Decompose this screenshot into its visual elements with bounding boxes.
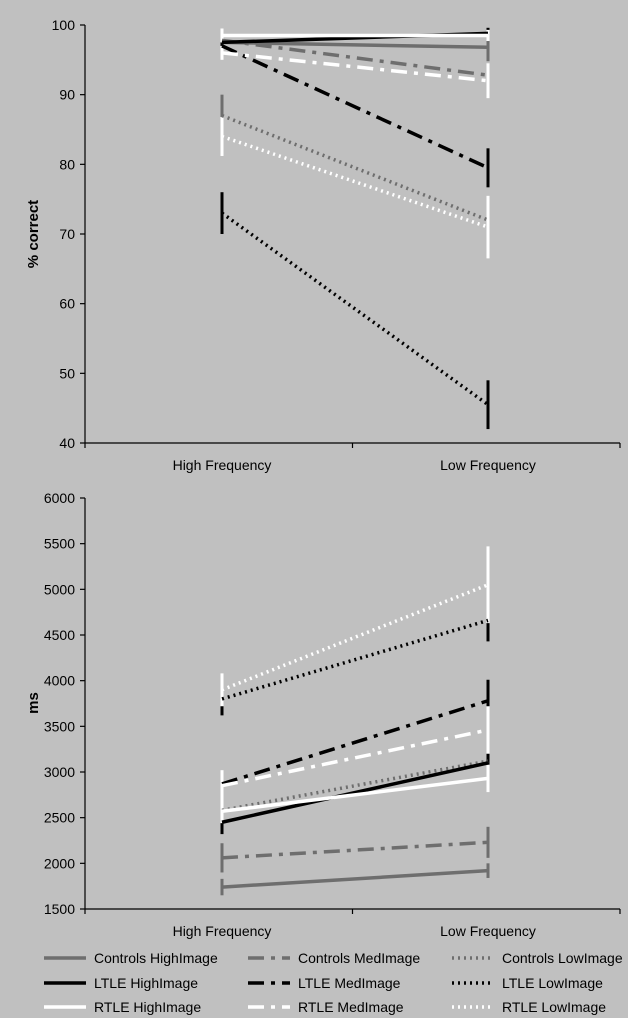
rt-series-controls-highimage [221, 868, 489, 889]
accuracy-ticks-layer: 40 50 60 70 80 90 100 High Frequency Low Frequen… [52, 17, 621, 473]
accuracy-y-tick-label: 60 [59, 296, 75, 312]
rt-series-ltle-lowimage [221, 618, 489, 701]
rt-series-ltle-highimage [221, 761, 489, 824]
rt-y-tick-label: 6000 [44, 490, 75, 506]
rt-ticks-layer: 1500 2000 2500 3000 3500 4000 4500 5000 5500 6000… [44, 490, 621, 939]
legend-label-controls-lowimage: Controls LowImage [502, 950, 623, 966]
accuracy-x-tick-label: Low Frequency [440, 457, 536, 473]
rt-y-tick-label: 1500 [44, 901, 75, 917]
accuracy-series-ltle-lowimage [220, 211, 490, 407]
accuracy-chart: 40 50 60 70 80 90 100 High Frequency Low Frequen… [25, 17, 621, 473]
rt-y-tick-label: 4500 [44, 627, 75, 643]
rt-y-tick-label: 5500 [44, 536, 75, 552]
accuracy-x-tick-label: High Frequency [173, 457, 272, 473]
legend-label-rtle-highimage: RTLE HighImage [94, 999, 201, 1015]
rt-x-tick-label: High Frequency [173, 923, 272, 939]
legend-label-ltle-highimage: LTLE HighImage [94, 975, 198, 991]
accuracy-series-rtle-medimage [221, 51, 489, 83]
accuracy-y-tick-label: 100 [52, 17, 76, 33]
rt-chart: 1500 2000 2500 3000 3500 4000 4500 5000 5500 6000… [25, 490, 621, 939]
legend-label-rtle-lowimage: RTLE LowImage [502, 999, 606, 1015]
legend-label-ltle-medimage: LTLE MedImage [298, 975, 401, 991]
accuracy-series-ltle-medimage [221, 44, 489, 170]
accuracy-series-controls-medimage [221, 38, 489, 77]
legend-label-controls-highimage: Controls HighImage [94, 950, 218, 966]
accuracy-y-tick-label: 90 [59, 87, 75, 103]
accuracy-series-controls-highimage [221, 40, 489, 50]
rt-y-tick-label: 2000 [44, 855, 75, 871]
rt-y-tick-label: 5000 [44, 581, 75, 597]
legend-label-rtle-medimage: RTLE MedImage [298, 999, 404, 1015]
rt-y-tick-label: 4000 [44, 673, 75, 689]
rt-x-tick-label: Low Frequency [440, 923, 536, 939]
legend: Controls HighImage Controls MedImage Contr… [44, 950, 623, 1015]
accuracy-y-axis-label: % correct [25, 200, 42, 268]
rt-y-tick-label: 3500 [44, 718, 75, 734]
accuracy-y-tick-label: 70 [59, 226, 75, 242]
accuracy-y-tick-label: 50 [59, 365, 75, 381]
accuracy-series-layer [220, 27, 490, 430]
rt-y-axis-label: ms [25, 692, 42, 714]
accuracy-y-tick-label: 80 [59, 156, 75, 172]
rt-y-tick-label: 3000 [44, 764, 75, 780]
rt-series-layer [220, 546, 490, 896]
rt-series-ltle-medimage [221, 699, 489, 786]
rt-series-controls-medimage [221, 840, 489, 860]
accuracy-series-rtle-lowimage [221, 134, 489, 229]
accuracy-y-tick-label: 40 [59, 435, 75, 451]
legend-label-controls-medimage: Controls MedImage [298, 950, 420, 966]
rt-y-tick-label: 2500 [44, 810, 75, 826]
rt-series-rtle-highimage [221, 776, 489, 814]
legend-label-ltle-lowimage: LTLE LowImage [502, 975, 603, 991]
rt-series-rtle-medimage [221, 728, 489, 788]
